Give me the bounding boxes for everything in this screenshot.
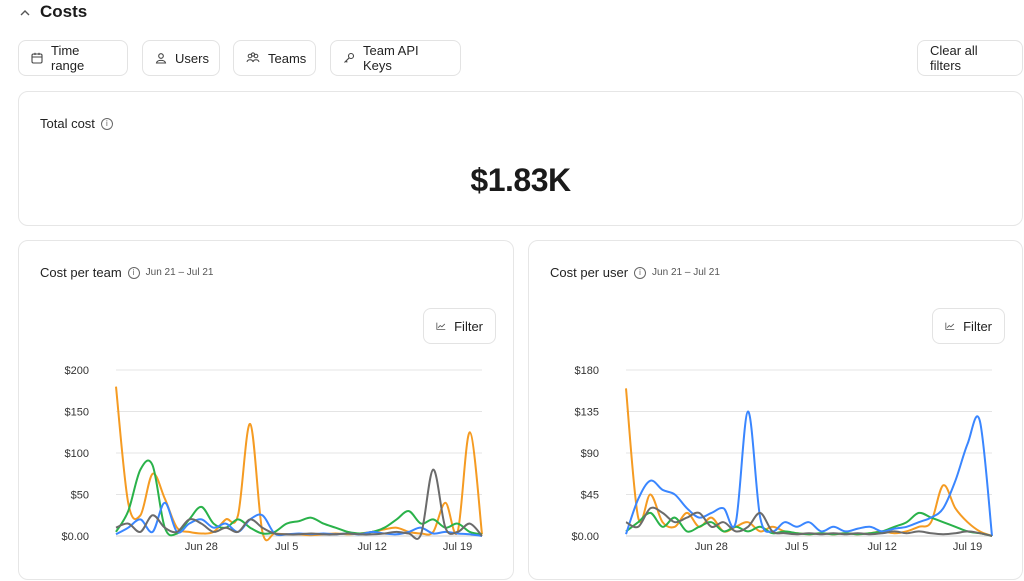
time-range-filter-button[interactable]: Time range (18, 40, 128, 76)
cost-per-user-card: Cost per user i Jun 21 – Jul 21 Filter $… (528, 240, 1023, 580)
clear-all-filters-button[interactable]: Clear all filters (917, 40, 1023, 76)
y-tick-label: $0.00 (571, 531, 599, 543)
x-tick-label: Jul 5 (785, 541, 808, 553)
x-tick-label: Jun 28 (185, 541, 218, 553)
y-tick-label: $150 (65, 407, 89, 419)
x-tick-label: Jul 19 (953, 541, 982, 553)
chart-title: Cost per team (40, 265, 122, 280)
date-range: Jun 21 – Jul 21 (145, 267, 214, 278)
y-tick-label: $90 (581, 448, 599, 460)
y-tick-label: $100 (65, 448, 89, 460)
filter-label: Team API Keys (363, 43, 419, 73)
y-tick-label: $50 (71, 490, 89, 502)
total-cost-card: Total cost i $1.83K (18, 91, 1023, 226)
filter-label: Time range (51, 43, 85, 73)
user-icon (155, 53, 167, 64)
chart-filter-button[interactable]: Filter (423, 308, 496, 344)
date-range: Jun 21 – Jul 21 (652, 267, 720, 278)
series-line (115, 468, 483, 540)
chart-title-row: Cost per user i Jun 21 – Jul 21 (550, 265, 720, 280)
key-icon (344, 52, 355, 63)
cost-per-team-chart: $0.00 $50 $100 $150 $200 Jun 28 Jul 5 Jul 12 Jul… (61, 365, 483, 553)
series-line (625, 410, 993, 537)
chart-filter-button[interactable]: Filter (932, 308, 1005, 344)
teams-icon (246, 52, 260, 63)
y-tick-label: $180 (575, 365, 599, 377)
y-tick-label: $45 (581, 490, 599, 502)
series-line (625, 506, 993, 537)
chevron-up-icon[interactable] (18, 5, 32, 19)
teams-filter-button[interactable]: Teams (233, 40, 316, 76)
chart-title: Cost per user (550, 265, 629, 280)
cost-per-team-card: Cost per team i Jun 21 – Jul 21 Filter $… (18, 240, 514, 580)
total-cost-label: Total cost (40, 116, 95, 131)
y-tick-label: $135 (575, 407, 599, 419)
line-chart-icon (945, 322, 955, 330)
filter-label: Users (175, 50, 209, 66)
total-cost-value: $1.83K (470, 162, 571, 198)
calendar-icon (31, 52, 43, 64)
info-icon[interactable]: i (100, 117, 113, 130)
info-icon[interactable]: i (127, 266, 140, 279)
series-line (115, 459, 483, 537)
clear-filters-label: Clear all filters (930, 43, 978, 73)
y-tick-label: $0.00 (61, 531, 89, 543)
line-chart-icon (436, 322, 446, 330)
section-title: Costs (40, 2, 88, 21)
x-tick-label: Jul 12 (358, 541, 387, 553)
x-tick-label: Jul 12 (868, 541, 897, 553)
chart-title-row: Cost per team i Jun 21 – Jul 21 (40, 265, 213, 280)
x-tick-label: Jun 28 (695, 541, 728, 553)
x-tick-label: Jul 19 (443, 541, 472, 553)
filter-label: Teams (268, 50, 307, 66)
section-header[interactable]: Costs (18, 0, 87, 24)
users-filter-button[interactable]: Users (142, 40, 220, 76)
info-icon[interactable]: i (634, 266, 647, 279)
team-api-keys-filter-button[interactable]: Team API Keys (330, 40, 461, 76)
x-tick-label: Jul 5 (275, 541, 298, 553)
filter-label: Filter (454, 318, 483, 334)
filter-label: Filter (963, 318, 992, 334)
total-cost-title: Total cost i (40, 116, 113, 131)
y-tick-label: $200 (65, 365, 89, 377)
cost-per-user-chart: $0.00 $45 $90 $135 $180 Jun 28 Jul 5 Jul 12 Jul … (571, 365, 993, 553)
